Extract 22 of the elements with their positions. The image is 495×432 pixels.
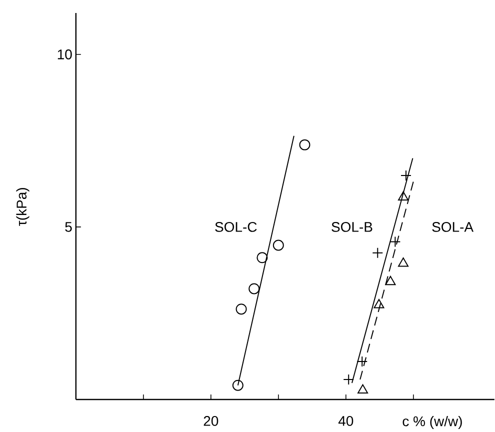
point: [372, 247, 384, 258]
point: [390, 236, 401, 248]
x-tick-label: 20: [204, 416, 218, 426]
point: [272, 240, 284, 251]
y-tick-label: 10: [58, 49, 72, 60]
series-label: SOL-C: [215, 222, 257, 232]
point: [374, 298, 384, 308]
point: [232, 380, 244, 391]
x-axis-title: c % (w/w): [402, 416, 462, 429]
point: [248, 283, 260, 294]
text: SOL-A: [432, 222, 474, 232]
series-label: SOL-B: [332, 222, 372, 232]
point: [256, 252, 268, 264]
y-tick-label: 5: [65, 222, 72, 232]
point: [398, 257, 409, 267]
point: [385, 276, 396, 285]
point: [358, 384, 368, 394]
x-tick-label: 40: [338, 416, 354, 426]
point: [236, 303, 247, 314]
y-axis-title: τ(kPa): [16, 188, 30, 226]
point: [398, 191, 409, 200]
point: [299, 139, 310, 150]
